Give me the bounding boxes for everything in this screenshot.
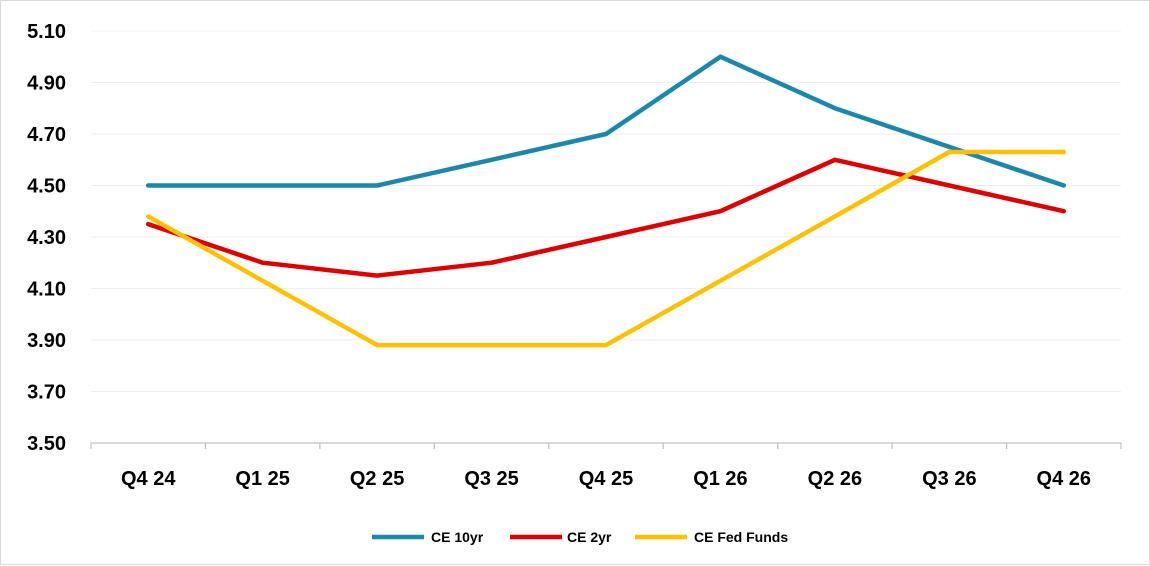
legend: CE 10yr CE 2yr CE Fed Funds	[372, 529, 788, 545]
legend-item: CE Fed Funds	[635, 529, 788, 545]
series-line-ce-10yr	[145, 54, 1067, 188]
legend-item: CE 10yr	[372, 529, 484, 545]
x-tick-label: Q1 26	[693, 468, 747, 490]
y-tick-label: 4.50	[27, 176, 66, 198]
legend-label: CE Fed Funds	[694, 529, 788, 545]
y-tick-label: 4.90	[27, 73, 66, 95]
series-lines	[145, 54, 1067, 348]
series-line-ce-fed-funds	[145, 149, 1067, 348]
series-line-ce-2yr	[145, 157, 1067, 278]
x-tick-label: Q4 26	[1037, 468, 1091, 490]
legend-item: CE 2yr	[510, 529, 612, 545]
y-tick-label: 3.90	[27, 330, 66, 352]
x-tick-label: Q3 25	[464, 468, 518, 490]
legend-label: CE 10yr	[431, 529, 484, 545]
x-tick-label: Q2 25	[350, 468, 404, 490]
y-axis: 3.50 3.70 3.90 4.10 4.30 4.50 4.70 4.90 5.10	[27, 21, 66, 455]
y-tick-label: 4.70	[27, 124, 66, 146]
gridlines	[91, 30, 1121, 392]
x-tick-label: Q1 25	[235, 468, 289, 490]
y-tick-label: 5.10	[27, 21, 66, 43]
y-tick-label: 4.30	[27, 227, 66, 249]
x-tick-label: Q4 25	[579, 468, 633, 490]
x-tick-label: Q4 24	[121, 468, 176, 490]
legend-label: CE 2yr	[567, 529, 612, 545]
y-tick-label: 3.50	[27, 433, 66, 455]
x-axis: Q4 24 Q1 25 Q2 25 Q3 25 Q4 25 Q1 26 Q2 26 Q3 26…	[90, 442, 1122, 490]
y-tick-label: 4.10	[27, 279, 66, 301]
x-tick-label: Q3 26	[922, 468, 976, 490]
y-tick-label: 3.70	[27, 382, 66, 404]
x-tick-label: Q2 26	[808, 468, 862, 490]
